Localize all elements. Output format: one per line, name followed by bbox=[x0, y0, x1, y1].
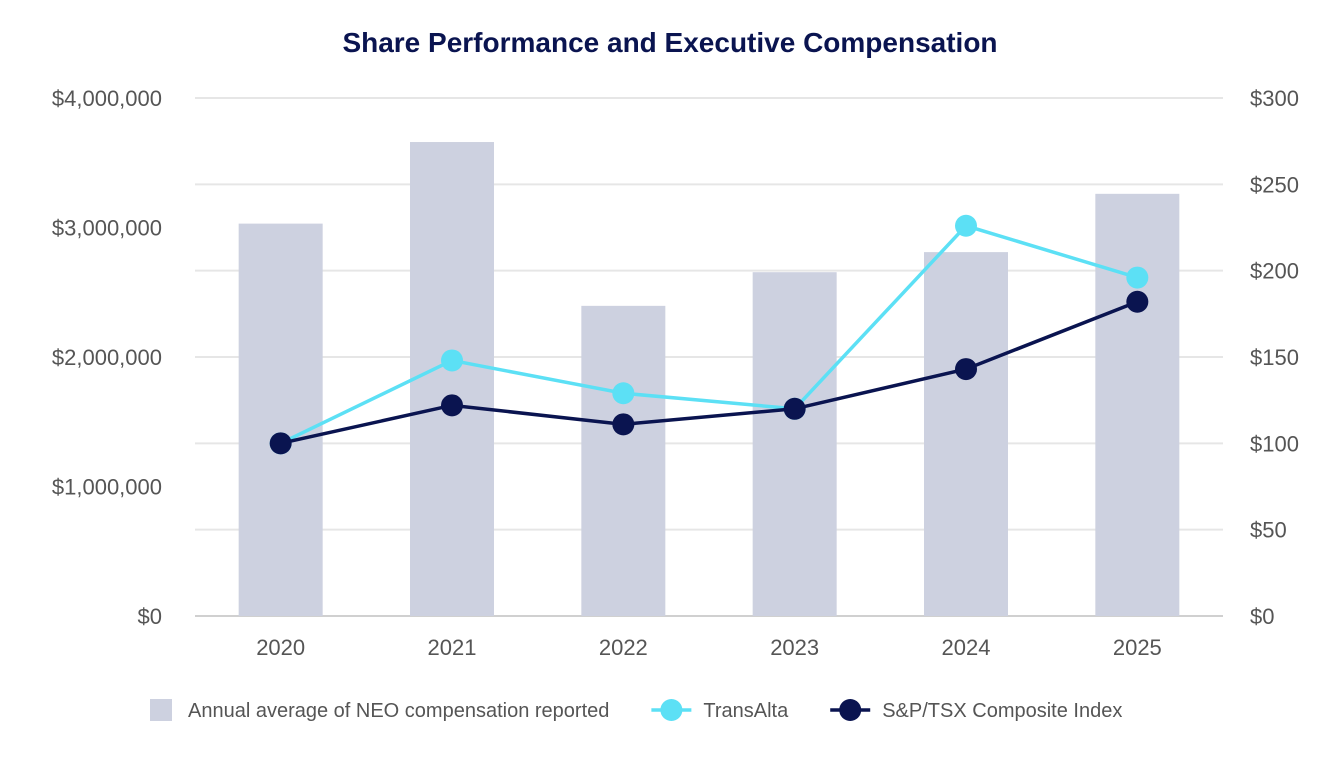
legend-label: S&P/TSX Composite Index bbox=[882, 700, 1122, 722]
right-tick-label: $150 bbox=[1250, 345, 1299, 370]
bar bbox=[238, 223, 323, 617]
legend-marker bbox=[839, 699, 862, 721]
x-tick-label: 2024 bbox=[942, 635, 991, 660]
x-tick-label: 2023 bbox=[770, 635, 819, 660]
bar bbox=[581, 305, 666, 616]
data-point bbox=[1126, 290, 1149, 313]
right-tick-label: $50 bbox=[1250, 518, 1287, 543]
legend-swatch bbox=[150, 699, 172, 721]
left-tick-label: $0 bbox=[138, 604, 162, 629]
data-point bbox=[612, 413, 635, 436]
x-tick-label: 2020 bbox=[256, 635, 305, 660]
series-line bbox=[279, 223, 1138, 445]
chart-title: Share Performance and Executive Compensa… bbox=[342, 27, 997, 58]
left-tick-label: $1,000,000 bbox=[52, 475, 162, 500]
right-tick-label: $250 bbox=[1250, 172, 1299, 197]
left-tick-label: $3,000,000 bbox=[52, 216, 162, 241]
data-point bbox=[612, 382, 635, 405]
series-line bbox=[280, 300, 1138, 446]
legend-label: TransAlta bbox=[703, 700, 789, 722]
x-tick-label: 2021 bbox=[428, 635, 477, 660]
data-point bbox=[269, 432, 292, 455]
right-tick-label: $300 bbox=[1250, 86, 1299, 111]
right-tick-label: $100 bbox=[1250, 431, 1299, 456]
bar bbox=[752, 272, 837, 616]
data-point bbox=[441, 394, 463, 417]
data-point bbox=[955, 214, 977, 237]
data-point bbox=[1126, 266, 1149, 289]
left-tick-label: $2,000,000 bbox=[52, 345, 162, 370]
left-tick-label: $4,000,000 bbox=[52, 86, 162, 111]
data-point bbox=[441, 349, 463, 372]
data-point bbox=[955, 358, 977, 381]
bar bbox=[410, 142, 494, 616]
x-tick-label: 2025 bbox=[1113, 635, 1162, 660]
right-tick-label: $200 bbox=[1250, 259, 1299, 284]
legend-label: Annual average of NEO compensation repor… bbox=[188, 700, 609, 722]
legend-marker bbox=[660, 699, 683, 721]
data-point bbox=[783, 397, 806, 420]
bar bbox=[1095, 193, 1180, 616]
bar bbox=[924, 252, 1008, 617]
right-tick-label: $0 bbox=[1250, 604, 1274, 629]
x-tick-label: 2022 bbox=[599, 635, 648, 660]
